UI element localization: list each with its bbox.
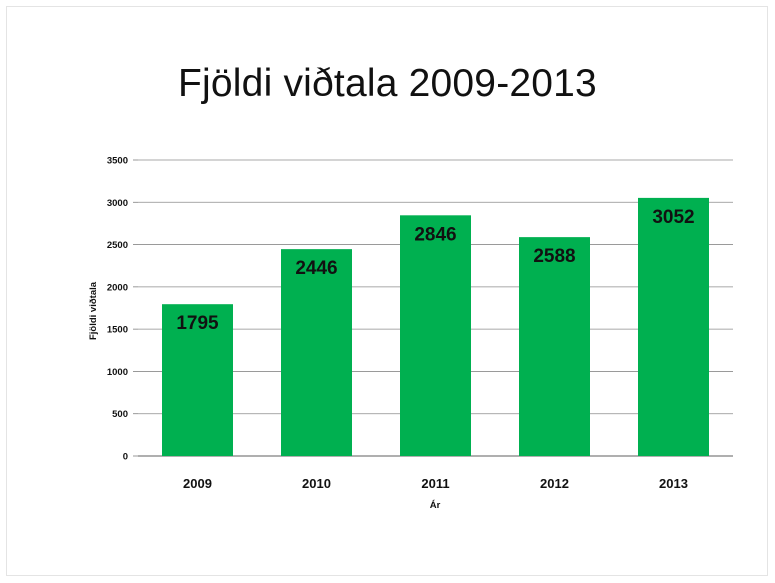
x-axis-ticks: 2009 2010 2011 2012 2013 bbox=[183, 476, 688, 491]
y-tick-label: 2500 bbox=[107, 240, 128, 251]
data-label-2011: 2846 bbox=[414, 224, 456, 245]
y-tick-label: 3500 bbox=[107, 156, 128, 167]
bar-2013 bbox=[638, 197, 709, 456]
y-tick-label: 1500 bbox=[107, 325, 128, 336]
y-tick-label: 2000 bbox=[107, 282, 128, 293]
x-tick-label: 2009 bbox=[183, 476, 212, 491]
x-tick-label: 2010 bbox=[302, 476, 331, 491]
y-tick-label: 0 bbox=[123, 452, 128, 463]
y-axis-title: Fjöldi viðtala bbox=[88, 281, 99, 340]
y-tick-label: 1000 bbox=[107, 367, 128, 378]
y-axis-ticks: 0 500 1000 1500 2000 2500 3000 3500 bbox=[107, 156, 128, 463]
bar-2011 bbox=[400, 215, 471, 456]
y-tick-label: 500 bbox=[112, 409, 128, 420]
x-axis-title: Ár bbox=[430, 500, 441, 511]
bar-2012 bbox=[519, 237, 590, 456]
x-tick-label: 2013 bbox=[659, 476, 688, 491]
bars bbox=[162, 197, 709, 456]
data-label-2012: 2588 bbox=[533, 246, 575, 267]
bar-2009 bbox=[162, 304, 233, 456]
y-tick-label: 3000 bbox=[107, 198, 128, 209]
x-tick-label: 2012 bbox=[540, 476, 569, 491]
data-label-2010: 2446 bbox=[295, 258, 337, 279]
data-labels: 1795 2446 2846 2588 3052 bbox=[176, 207, 694, 334]
data-label-2009: 1795 bbox=[176, 313, 219, 334]
data-label-2013: 3052 bbox=[652, 207, 694, 228]
bar-2010 bbox=[281, 249, 352, 456]
chart-title: Fjöldi viðtala 2009-2013 bbox=[178, 62, 597, 105]
x-tick-label: 2011 bbox=[421, 476, 449, 491]
